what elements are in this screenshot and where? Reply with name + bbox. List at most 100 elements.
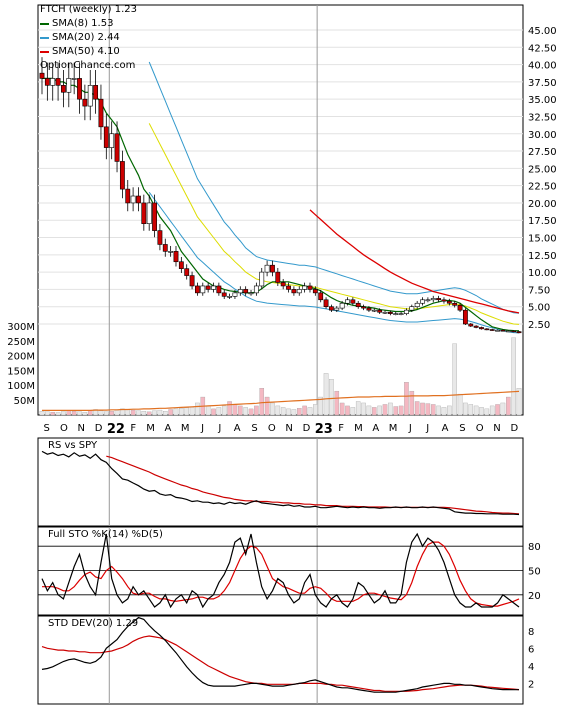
sma50-label: SMA(50) 4.10 [52, 46, 120, 57]
candle-body [489, 329, 495, 331]
volume-bar [430, 404, 436, 416]
volume-bar [382, 404, 388, 416]
volume-bar [452, 343, 457, 416]
x-axis-label: O [60, 423, 68, 434]
x-axis-label: 22 [107, 422, 125, 437]
volume-bar [506, 396, 511, 416]
price-tick-label: 20.00 [528, 199, 557, 210]
volume-bar [355, 401, 361, 416]
volume-bar [345, 405, 350, 416]
x-axis-label: M [181, 423, 190, 434]
sto-frame [37, 526, 524, 616]
x-axis-label: M [146, 423, 155, 434]
volume-bar [61, 411, 66, 416]
price-tick-label: 30.00 [528, 130, 557, 141]
sma8-label: SMA(8) 1.53 [52, 18, 114, 29]
candle-body [511, 330, 517, 333]
std-panel-label: STD DEV(20) 1.29 [48, 618, 139, 629]
volume-bar [66, 410, 72, 416]
x-axis-label: N [78, 423, 85, 434]
volume-bar [468, 404, 474, 416]
volume-bar [489, 405, 495, 416]
candle-body [387, 311, 393, 314]
volume-tick-label: 50M [14, 396, 35, 407]
candle-body [39, 72, 45, 79]
volume-bar [254, 405, 259, 416]
volume-bar [221, 405, 227, 416]
volume-bar [329, 379, 334, 416]
x-axis-label: D [95, 423, 103, 434]
candle-body [286, 285, 291, 290]
volume-tick-label: 100M [7, 381, 35, 392]
volume-bar [141, 411, 147, 416]
sma20-line [148, 123, 520, 325]
candle-body [114, 133, 120, 162]
volume-bar [313, 404, 318, 416]
candle-body [516, 331, 522, 334]
chart-title: FTCH (weekly) 1.23 [40, 4, 137, 15]
price-tick-label: 27.50 [528, 147, 557, 158]
price-tick-label: 35.00 [528, 95, 557, 106]
volume-bar [146, 411, 152, 416]
rs-frame [37, 437, 524, 527]
volume-bar [377, 405, 382, 416]
candle-body [414, 302, 420, 308]
volume-bar [457, 393, 463, 416]
candle-body [328, 306, 334, 311]
candle-body [216, 285, 222, 294]
candle-body [323, 299, 329, 308]
std-tick-label: 8 [528, 627, 534, 638]
candle-body [55, 78, 61, 86]
volume-bar [286, 408, 291, 416]
candle-body [452, 302, 458, 306]
candle-body [152, 202, 157, 231]
candle-body [189, 275, 195, 287]
candle-body [50, 78, 56, 86]
sma50-line [309, 209, 520, 314]
volume-bar [104, 411, 109, 416]
candle-body [162, 244, 168, 252]
candle-body [109, 133, 115, 148]
candle-body [253, 285, 259, 294]
volume-bar [441, 407, 447, 416]
candle-body [409, 306, 415, 311]
volume-bar [120, 408, 125, 416]
candle-body [291, 289, 297, 294]
volume-bar [227, 401, 232, 416]
x-axis-label: A [164, 423, 171, 434]
volume-bar [93, 409, 98, 416]
volume-bar [71, 411, 77, 416]
volume-bar [388, 402, 393, 416]
sma20-swatch [40, 37, 49, 39]
candle-body [473, 325, 479, 328]
std-ma-line [41, 635, 520, 692]
candle-body [393, 313, 399, 315]
price-tick-label: 15.00 [528, 234, 557, 245]
candle-body [302, 285, 308, 290]
volume-bar [82, 411, 88, 416]
candle-body [371, 309, 377, 312]
volume-bar [479, 407, 484, 416]
price-tick-label: 5.00 [528, 303, 550, 314]
upper-band-line [148, 61, 520, 314]
volume-bar [516, 388, 522, 416]
volume-bar [291, 409, 297, 416]
volume-bar [168, 409, 173, 416]
candle-body [430, 298, 436, 301]
x-axis-label: A [372, 423, 379, 434]
candle-body [505, 330, 511, 333]
candle-body [495, 329, 500, 332]
candle-body [168, 251, 174, 253]
candle-body [136, 195, 141, 204]
x-axis-label: O [476, 423, 484, 434]
candle-body [355, 302, 361, 308]
volume-tick-label: 250M [7, 337, 35, 348]
x-axis-label: J [200, 423, 204, 434]
volume-bar [463, 402, 468, 416]
std-dev-panel: 8 6 4 2 [37, 615, 534, 705]
price-tick-label: 40.00 [528, 61, 557, 72]
x-axis-label: A [234, 423, 241, 434]
volume-bar [436, 405, 441, 416]
sto-tick-label: 80 [528, 542, 541, 553]
